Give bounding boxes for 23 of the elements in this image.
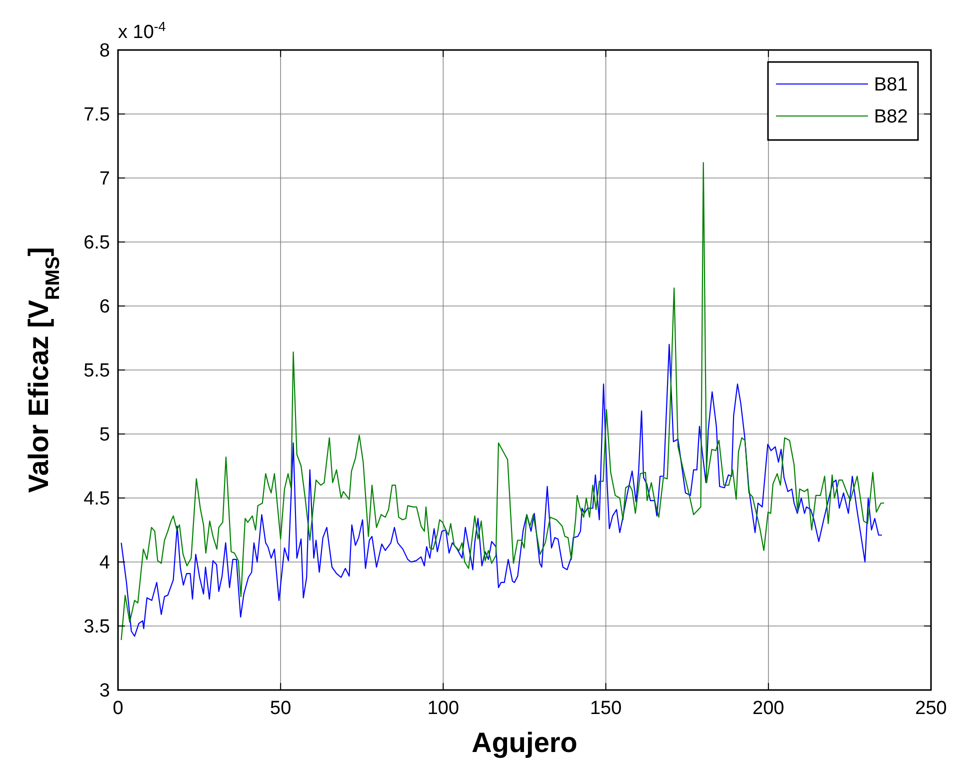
y-tick-label: 5 bbox=[99, 424, 110, 446]
y-tick-label: 3 bbox=[99, 680, 110, 702]
legend-label: B82 bbox=[874, 106, 908, 128]
x-tick-label: 150 bbox=[590, 698, 622, 719]
y-tick-label: 5.5 bbox=[84, 360, 110, 382]
y-tick-label: 6.5 bbox=[84, 232, 110, 254]
line-series bbox=[120, 344, 882, 637]
x-tick-label: 250 bbox=[915, 698, 947, 719]
x-tick-label: 0 bbox=[112, 698, 124, 719]
line-series bbox=[120, 162, 885, 641]
y-tick-label: 8 bbox=[99, 40, 110, 62]
x-tick-label: 100 bbox=[427, 698, 460, 719]
text: x 10$^{-4}$ bbox=[118, 18, 166, 43]
y-tick-label: 6 bbox=[99, 296, 110, 318]
x-axis-title: Agujero bbox=[472, 727, 578, 758]
y-tick-label: 7.5 bbox=[84, 104, 110, 126]
x-tick-label: 200 bbox=[752, 698, 784, 719]
y-tick-label: 4.5 bbox=[84, 488, 110, 510]
y-tick-label: 4 bbox=[99, 552, 110, 574]
legend-label: B81 bbox=[874, 74, 908, 96]
x-tick-label: 50 bbox=[270, 698, 292, 719]
y-tick-label: 3.5 bbox=[84, 616, 110, 638]
y-tick-label: 7 bbox=[99, 168, 110, 190]
